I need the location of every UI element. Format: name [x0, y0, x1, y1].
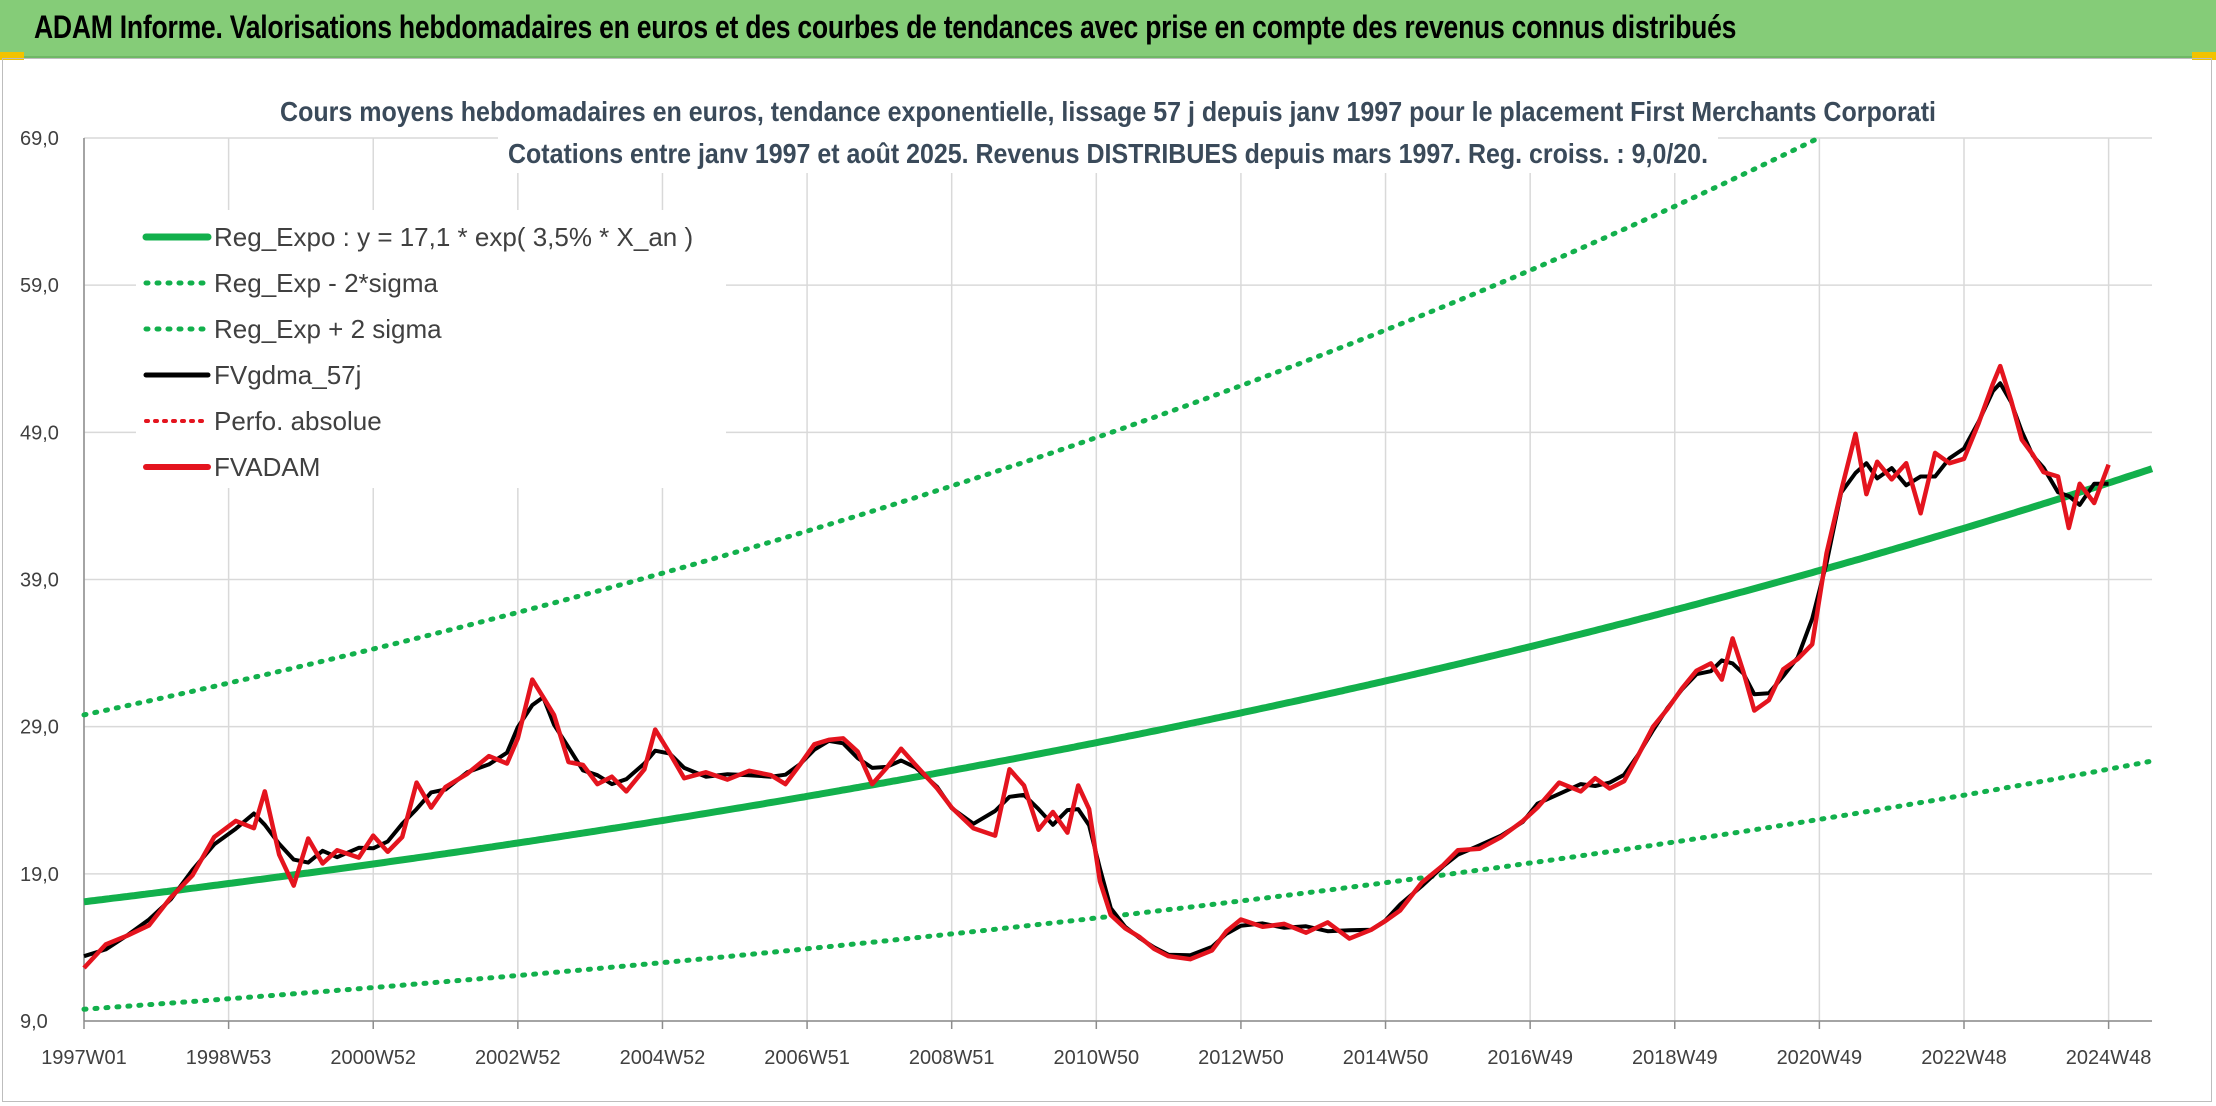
x-tick-label: 2024W48 — [2066, 1047, 2152, 1069]
x-tick-label: 2016W49 — [1487, 1047, 1573, 1069]
x-tick-label: 1998W53 — [186, 1047, 272, 1069]
y-axis: 69,0 59,0 49,0 39,0 29,0 19,0 9,0 — [20, 128, 85, 1033]
chart-title-line: Cours moyens hebdomadaires en euros, ten… — [280, 96, 1936, 127]
legend-label-reg_expo: Reg_Expo : y = 17,1 * exp( 3,5% * X_an ) — [214, 222, 693, 252]
x-tick-label: 2012W50 — [1198, 1047, 1284, 1069]
x-tick-label: 1997W01 — [41, 1047, 127, 1069]
x-tick-label: 2018W49 — [1632, 1047, 1718, 1069]
reg-expo-line — [83, 465, 2154, 906]
legend-label-fvadam: FVADAM — [214, 452, 320, 482]
chart-series — [81, 136, 2155, 1012]
report-banner: ADAM Informe. Valorisations hebdomadaire… — [0, 0, 2216, 58]
x-tick-label: 2000W52 — [330, 1047, 416, 1069]
legend-background — [136, 210, 726, 488]
y-tick-label: 39,0 — [20, 570, 59, 592]
chart-title-background — [270, 92, 1946, 131]
report-title: ADAM Informe. Valorisations hebdomadaire… — [34, 9, 1737, 45]
y-tick-label: 49,0 — [20, 422, 59, 444]
x-tick-label: 2020W49 — [1777, 1047, 1863, 1069]
y-tick-label: 9,0 — [20, 1011, 48, 1033]
fvadam-line — [82, 363, 2111, 970]
banner-corner-right — [2192, 52, 2216, 60]
y-tick-label: 59,0 — [20, 275, 59, 297]
legend-label-perfo: Perfo. absolue — [214, 406, 382, 436]
legend-label-reg_plus: Reg_Exp + 2 sigma — [214, 314, 442, 344]
chart-legend: Reg_Expo : y = 17,1 * exp( 3,5% * X_an )… — [136, 210, 726, 488]
chart-frame — [2, 58, 2212, 1102]
legend-label-reg_minus: Reg_Exp - 2*sigma — [214, 268, 439, 298]
reg-exp-plus-2sigma-line — [81, 136, 1819, 718]
y-tick-label: 69,0 — [20, 128, 59, 150]
x-tick-label: 2014W50 — [1343, 1047, 1429, 1069]
reg-exp-minus-2sigma-line — [81, 758, 2155, 1012]
chart-title-line: Cotations entre janv 1997 et août 2025. … — [508, 138, 1708, 169]
x-tick-label: 2008W51 — [909, 1047, 995, 1069]
x-tick-label: 2010W50 — [1053, 1047, 1139, 1069]
y-tick-label: 29,0 — [20, 717, 59, 739]
x-tick-label: 2004W52 — [620, 1047, 706, 1069]
chart-title-background — [498, 134, 1718, 173]
legend-label-gdma: FVgdma_57j — [214, 360, 361, 390]
x-tick-label: 2022W48 — [1921, 1047, 2007, 1069]
banner-corner-left — [0, 52, 24, 60]
y-tick-label: 19,0 — [20, 864, 59, 886]
chart-title: Cours moyens hebdomadaires en euros, ten… — [270, 92, 1946, 173]
x-tick-label: 2002W52 — [475, 1047, 561, 1069]
x-tick-label: 2006W51 — [764, 1047, 850, 1069]
x-axis: 1997W01 1998W53 2000W52 2002W52 2004W52 2006W… — [41, 1020, 2152, 1069]
